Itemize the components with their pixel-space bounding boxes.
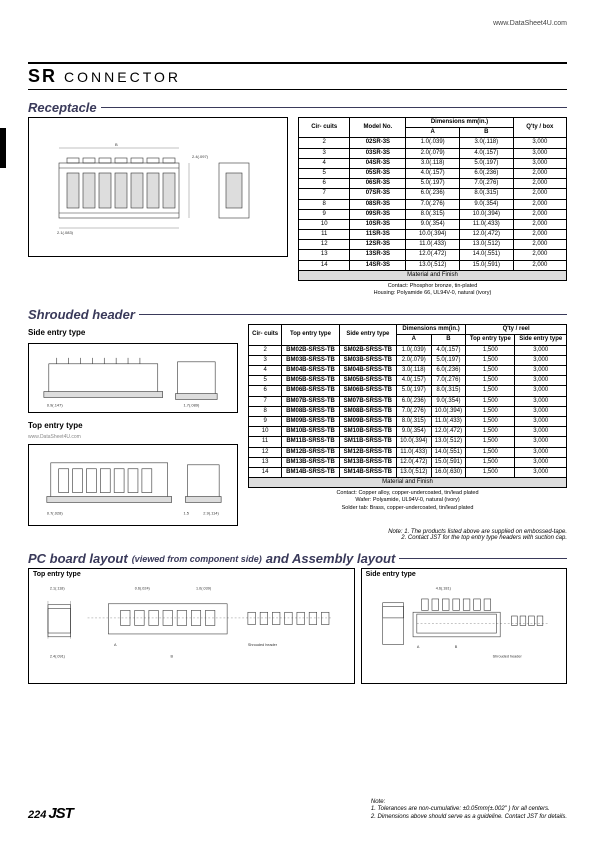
svg-text:4.6(.181): 4.6(.181) xyxy=(435,587,451,591)
receptacle-heading: Receptacle xyxy=(28,100,97,115)
page-tab xyxy=(0,128,6,168)
watermark: www.DataSheet4U.com xyxy=(28,434,238,440)
receptacle-drawing: B 2.4(.097) 2.1(.083) xyxy=(28,117,288,257)
top-entry-drawing: 0.7(.028) 1.5 2.9(.114) xyxy=(28,444,238,526)
shrouded-material: Contact: Copper alloy, copper-undercoate… xyxy=(248,490,567,511)
svg-text:B: B xyxy=(171,655,174,659)
header-url: www.DataSheet4U.com xyxy=(493,20,567,27)
svg-text:0.7(.028): 0.7(.028) xyxy=(47,511,64,516)
svg-text:0.9(.147): 0.9(.147) xyxy=(47,403,64,408)
svg-text:1.0(.039): 1.0(.039) xyxy=(196,587,212,591)
side-entry-drawing: 0.9(.147) 1.7(.089) xyxy=(28,343,238,413)
svg-text:B: B xyxy=(115,142,118,147)
page-title: SR CONNECTOR xyxy=(28,66,567,87)
svg-text:1.7(.089): 1.7(.089) xyxy=(183,403,200,408)
pcb-heading-1: PC board layout xyxy=(28,551,128,566)
page-number: 224 xyxy=(28,809,46,821)
pcb-top-entry: Top entry type 2.1(.118)0.6(.024)1.0(.03… xyxy=(28,568,355,684)
svg-text:2.9(.114): 2.9(.114) xyxy=(203,511,219,516)
receptacle-material: Contact: Phosphor bronze, tin-platedHous… xyxy=(298,283,567,297)
svg-text:Shrouded header: Shrouded header xyxy=(492,655,522,659)
shrouded-note: Note: 1. The products listed above are s… xyxy=(28,529,567,541)
svg-text:2.4(.091): 2.4(.091) xyxy=(50,655,66,659)
top-entry-label: Top entry type xyxy=(28,421,238,430)
svg-text:2.1(.083): 2.1(.083) xyxy=(57,230,74,235)
svg-text:B: B xyxy=(454,645,457,649)
svg-text:2.1(.118): 2.1(.118) xyxy=(50,587,66,591)
svg-text:0.6(.024): 0.6(.024) xyxy=(135,587,151,591)
shrouded-table: Cir- cuitsTop entry typeSide entry typeD… xyxy=(248,324,567,488)
svg-text:Shrouded header: Shrouded header xyxy=(248,643,278,647)
side-entry-label: Side entry type xyxy=(28,328,238,337)
svg-text:A: A xyxy=(114,643,117,647)
svg-text:1.5: 1.5 xyxy=(184,511,190,516)
receptacle-table: Cir- cuitsModel No.Dimensions mm(in.)Q't… xyxy=(298,117,567,281)
pcb-side-entry: Side entry type 4.6(.181) ABShrouded hea… xyxy=(361,568,567,684)
svg-text:2.4(.097): 2.4(.097) xyxy=(192,154,209,159)
logo: JST xyxy=(48,805,73,822)
footer-note: Note:1. Tolerances are non-cumulative: ±… xyxy=(371,799,567,822)
shrouded-heading: Shrouded header xyxy=(28,307,135,322)
pcb-heading-2: and Assembly layout xyxy=(266,551,396,566)
svg-text:A: A xyxy=(416,645,419,649)
